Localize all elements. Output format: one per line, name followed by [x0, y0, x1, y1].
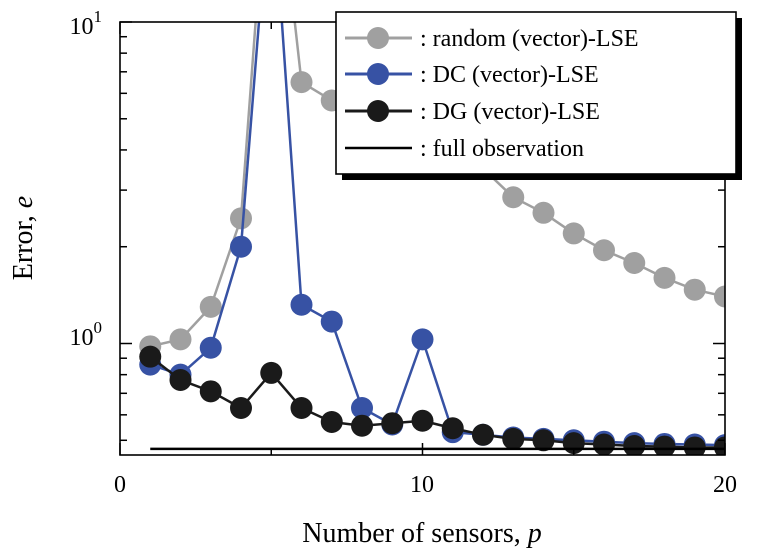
legend-marker-dc: [367, 63, 389, 85]
point-random-4: [230, 207, 252, 230]
point-dg-13: [502, 427, 525, 450]
y-axis-label: Error, e: [8, 196, 39, 280]
x-tick-label-10: 10: [410, 472, 434, 498]
point-dc-8: [351, 397, 373, 420]
point-random-3: [199, 295, 222, 318]
point-dg-12: [472, 423, 494, 446]
point-dg-2: [169, 368, 192, 391]
y-tick-label-10e1: 101: [70, 7, 103, 40]
point-random-15: [562, 222, 585, 245]
point-random-18: [653, 266, 676, 289]
point-dg-9: [381, 412, 404, 435]
point-random-2: [169, 328, 192, 351]
legend: : random (vector)-LSE : DC (vector)-LSE …: [335, 11, 742, 180]
point-dg-1: [139, 345, 162, 368]
point-dc-10: [411, 328, 434, 351]
point-random-13: [502, 186, 525, 209]
x-tick-label-0: 0: [114, 472, 126, 498]
point-dg-10: [411, 409, 434, 432]
point-random-6: [290, 71, 313, 94]
point-random-16: [593, 239, 615, 262]
point-random-20: [714, 285, 725, 308]
point-dg-11: [441, 417, 464, 440]
point-random-14: [532, 201, 555, 224]
legend-marker-dg: [367, 100, 389, 122]
point-dg-17: [623, 434, 646, 455]
point-dg-3: [199, 380, 222, 403]
point-dg-6: [290, 397, 313, 420]
point-dg-4: [230, 397, 252, 420]
point-dc-4: [230, 235, 252, 258]
legend-label-random: : random (vector)-LSE: [420, 26, 639, 52]
point-dg-14: [532, 429, 555, 452]
point-random-17: [623, 251, 646, 274]
point-dg-16: [593, 433, 615, 455]
point-dc-7: [320, 310, 343, 333]
point-dg-8: [351, 414, 373, 437]
point-random-19: [683, 278, 706, 301]
legend-label-full: : full observation: [420, 136, 584, 162]
legend-marker-random: [367, 27, 389, 49]
point-dg-7: [320, 410, 343, 433]
legend-label-dc: : DC (vector)-LSE: [420, 62, 599, 88]
x-tick-label-20: 20: [713, 472, 737, 498]
point-dg-19: [683, 436, 706, 455]
point-dc-3: [199, 336, 222, 359]
point-dg-20: [714, 436, 725, 455]
point-dc-6: [290, 293, 313, 316]
point-dg-5: [260, 361, 283, 384]
x-axis-label: Number of sensors, p: [302, 518, 542, 549]
y-tick-label-10e0: 100: [70, 318, 103, 351]
legend-label-dg: : DG (vector)-LSE: [420, 99, 600, 125]
